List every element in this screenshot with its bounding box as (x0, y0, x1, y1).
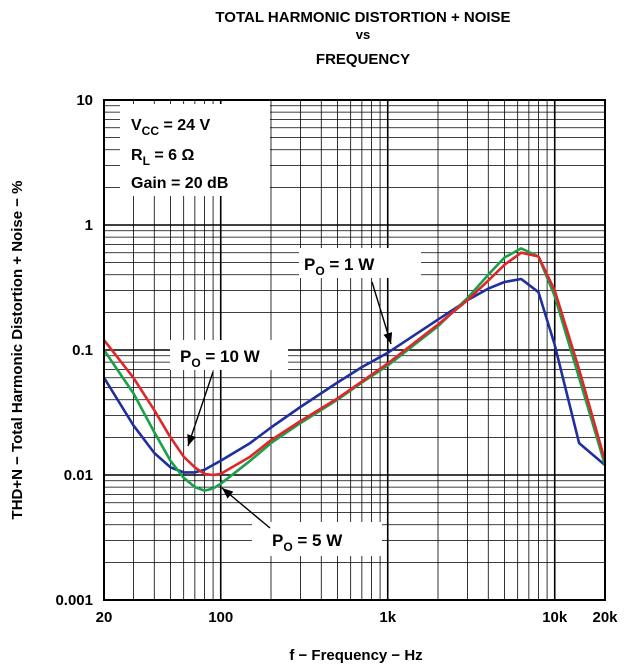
callout-arrowhead (187, 434, 196, 446)
x-axis-label: f − Frequency − Hz (289, 647, 422, 664)
x-tick-label: 1k (379, 609, 396, 626)
series-label: PO = 5 W (272, 531, 343, 554)
title-line-2: vs (356, 27, 370, 42)
y-tick-label: 1 (85, 217, 93, 234)
title-line-3: FREQUENCY (316, 51, 410, 68)
y-tick-label: 0.1 (72, 342, 93, 359)
conditions-box (120, 104, 270, 196)
series-label: PO = 1 W (304, 255, 375, 278)
series-line (102, 247, 607, 492)
series-label-box (170, 340, 288, 370)
tick-labels: 20 100 1k 10k 20k 0.001 0.01 0.1 1 10 (55, 92, 618, 626)
series-label-box (252, 522, 382, 556)
y-tick-label: 0.01 (64, 467, 93, 484)
plot-frame (103, 99, 606, 601)
condition-text: Gain = 20 dB (131, 175, 228, 192)
condition-text: RL = 6 Ω (131, 147, 194, 168)
callout-arrowhead (383, 332, 393, 344)
series-line (102, 277, 606, 474)
x-tick-label: 20 (96, 609, 113, 626)
series-layer (102, 247, 607, 492)
y-tick-label: 0.001 (55, 592, 93, 609)
title-line-1: TOTAL HARMONIC DISTORTION + NOISE (215, 9, 510, 26)
condition-text: VCC = 24 V (131, 117, 210, 138)
series-line (102, 251, 607, 477)
y-tick-label: 10 (76, 92, 93, 109)
x-tick-label: 100 (208, 609, 233, 626)
x-tick-label: 10k (542, 609, 568, 626)
annotations: VCC = 24 V RL = 6 Ω Gain = 20 dB PO = 1 W PO… (120, 104, 421, 556)
y-axis-label: THD+N − Total Harmonic Distortion + Nois… (9, 181, 26, 520)
callout-arrow-line (187, 371, 214, 447)
chart-title: TOTAL HARMONIC DISTORTION + NOISE vs FRE… (215, 9, 510, 68)
series-label-box (299, 248, 421, 278)
series-label: PO = 10 W (180, 347, 261, 370)
callout-arrowhead (222, 488, 234, 499)
x-tick-label: 20k (592, 609, 618, 626)
